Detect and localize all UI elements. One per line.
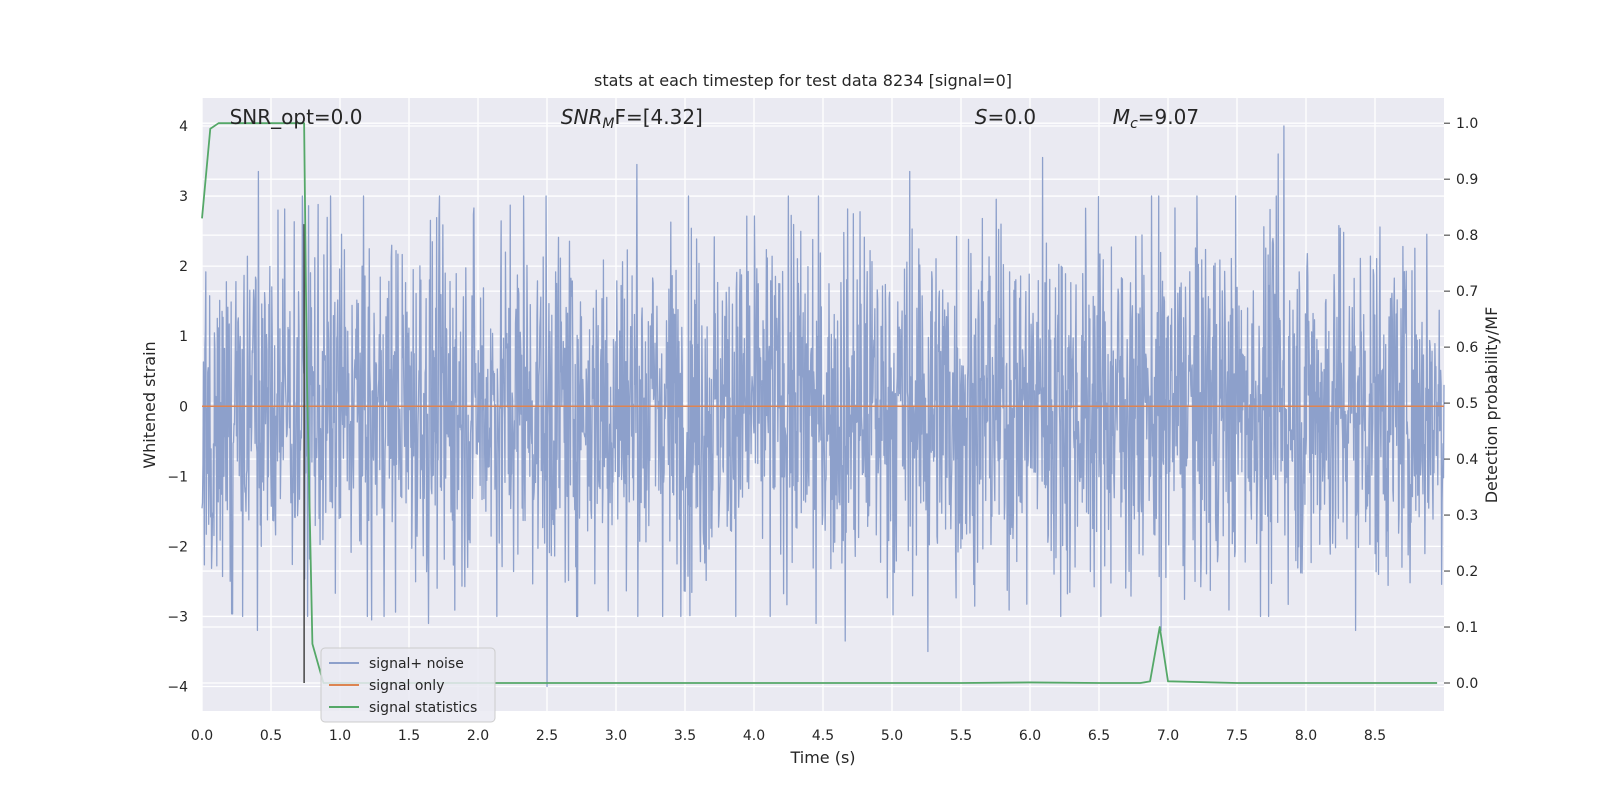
- annotation-suffix: =9.07: [1138, 105, 1199, 129]
- y-tick-label-right: 0.4: [1456, 452, 1478, 468]
- x-tick-label: 6.5: [1088, 728, 1110, 744]
- x-tick-label: 6.0: [1019, 728, 1041, 744]
- y-tick-label-right: 0.2: [1456, 564, 1478, 580]
- y-tick-label-left: −3: [167, 609, 188, 625]
- annotation-suffix: =0.0: [988, 105, 1037, 129]
- annotation-suffix: F=[4.32]: [614, 105, 702, 129]
- legend-box: [320, 647, 496, 723]
- signal-noise-line: [201, 125, 1445, 688]
- y-tick-label-right: 1.0: [1456, 116, 1478, 132]
- x-tick-label: 5.0: [881, 728, 903, 744]
- y-tick-label-right: 0.1: [1456, 620, 1478, 636]
- annotation-main: SNR: [561, 105, 603, 129]
- y-tick-label-left: 2: [179, 259, 188, 275]
- y-tick-label-left: −1: [167, 469, 188, 485]
- y-tick-label-right: 0.3: [1456, 508, 1478, 524]
- annotation: SNR_opt=0.0: [230, 105, 363, 129]
- annotation: SNRMF=[4.32]: [561, 105, 703, 132]
- x-tick-label: 1.5: [398, 728, 420, 744]
- x-tick-label: 3.0: [605, 728, 627, 744]
- y-axis-label-left: Whitened strain: [140, 341, 159, 468]
- annotation-sub: c: [1130, 116, 1138, 132]
- annotation: S=0.0: [975, 105, 1036, 129]
- y-tick-label-right: 0.0: [1456, 676, 1478, 692]
- annotation-main: M: [1113, 105, 1130, 129]
- y-tick-label-right: 0.7: [1456, 284, 1478, 300]
- x-axis-label: Time (s): [789, 748, 855, 767]
- y-tick-label-right: 0.6: [1456, 340, 1478, 356]
- x-tick-label: 0.5: [260, 728, 282, 744]
- legend-label: signal+ noise: [369, 656, 464, 672]
- annotations: SNR_opt=0.0 SNRMF=[4.32] S=0.0 Mc=9.07: [230, 105, 1199, 132]
- x-tick-label: 1.0: [329, 728, 351, 744]
- x-tick-label: 4.5: [812, 728, 834, 744]
- x-tick-label: 3.5: [674, 728, 696, 744]
- x-tick-label: 5.5: [950, 728, 972, 744]
- chart-title: stats at each timestep for test data 823…: [594, 71, 1012, 90]
- x-tick-label: 8.0: [1295, 728, 1317, 744]
- x-tick-label: 7.5: [1226, 728, 1248, 744]
- y-tick-label-right: 0.8: [1456, 228, 1478, 244]
- x-tick-label: 8.5: [1364, 728, 1386, 744]
- y-axis-label-right: Detection probability/MF: [1482, 307, 1501, 504]
- legend-label: signal statistics: [369, 700, 477, 716]
- y-tick-label-left: −4: [167, 679, 188, 695]
- x-tick-label: 2.0: [467, 728, 489, 744]
- signal-noise-series: [201, 125, 1445, 688]
- x-tick-label: 7.0: [1157, 728, 1179, 744]
- x-tick-label: 0.0: [191, 728, 213, 744]
- x-tick-label: 4.0: [743, 728, 765, 744]
- annotation-main: S: [975, 105, 988, 129]
- y-tick-label-right: 0.5: [1456, 396, 1478, 412]
- annotation-sub: M: [602, 116, 614, 132]
- y-tick-label-left: 1: [179, 329, 188, 345]
- legend-label: signal only: [369, 678, 444, 694]
- y-tick-label-left: −2: [167, 539, 188, 555]
- ticks: 0.0 0.5 1.0 1.5 2.0 2.5 3.0 3.5 4.0 4.5 5.0 5.5 6.0 6…: [167, 116, 1478, 744]
- annotation-main: SNR_opt=0.0: [230, 105, 363, 129]
- y-tick-label-right: 0.9: [1456, 172, 1478, 188]
- x-tick-label: 2.5: [536, 728, 558, 744]
- y-tick-label-left: 3: [179, 189, 188, 205]
- y-tick-label-left: 4: [179, 119, 188, 135]
- legend: signal+ noise signal only signal statistic…: [320, 647, 496, 723]
- y-tick-label-left: 0: [179, 399, 188, 415]
- annotation: Mc=9.07: [1113, 105, 1199, 132]
